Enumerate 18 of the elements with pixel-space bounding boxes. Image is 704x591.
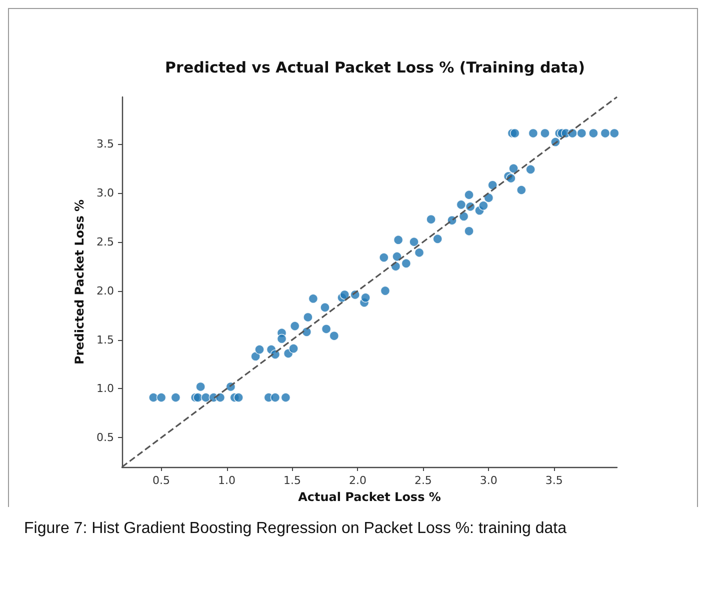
x-tick-label: 3.5 [545,474,563,487]
chart-title: Predicted vs Actual Packet Loss % (Training data) [165,58,585,76]
y-tick-label: 1.5 [96,333,114,346]
y-tick-label: 2.0 [96,284,114,298]
x-tick-label: 1.5 [283,474,301,487]
x-tick-label: 2.0 [348,474,366,487]
x-axis-title: Actual Packet Loss % [298,490,441,504]
x-tick-label: 1.0 [218,474,236,487]
y-tick-label: 3.5 [96,137,114,150]
x-tick-label: 3.0 [480,474,498,487]
y-tick-label: 2.5 [96,235,114,248]
y-tick-label: 3.0 [96,186,114,200]
y-tick-label: 1.0 [96,382,114,396]
y-axis-title: Predicted Packet Loss % [72,199,87,365]
x-tick-label: 2.5 [414,474,432,487]
x-tick-label: 0.5 [152,474,170,487]
caption: Figure 7: Hist Gradient Boosting Regression on Packet Loss %: training data [24,519,568,539]
y-tick-label: 0.5 [96,431,114,444]
